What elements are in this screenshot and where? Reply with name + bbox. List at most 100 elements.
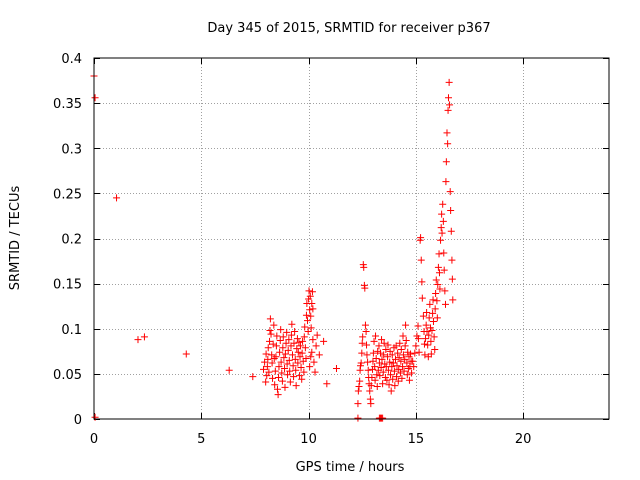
data-point — [393, 362, 401, 370]
data-point — [364, 358, 372, 366]
data-point — [439, 200, 447, 208]
data-point — [444, 94, 452, 102]
data-point — [306, 306, 314, 314]
data-point — [434, 281, 442, 289]
data-point — [302, 355, 310, 363]
data-point — [291, 355, 299, 363]
data-point — [385, 381, 393, 389]
data-point — [296, 342, 304, 350]
data-point — [432, 276, 440, 284]
data-point — [399, 351, 407, 359]
grid-lines — [94, 58, 609, 419]
data-point — [307, 312, 315, 320]
data-point — [283, 360, 291, 368]
data-point — [386, 347, 394, 355]
y-tick-label: 0.35 — [53, 97, 82, 112]
data-point — [370, 337, 378, 345]
data-point — [417, 234, 425, 242]
data-point — [263, 372, 271, 380]
data-point — [389, 375, 397, 383]
data-point — [362, 327, 370, 335]
data-point — [444, 106, 452, 114]
data-point — [278, 377, 286, 385]
data-point — [280, 354, 288, 362]
data-point — [266, 327, 274, 335]
data-point — [291, 327, 299, 335]
y-tick-label: 0.1 — [61, 323, 82, 338]
data-point — [394, 377, 402, 385]
data-point — [275, 363, 283, 371]
data-point — [427, 337, 435, 345]
data-point — [273, 385, 281, 393]
data-point — [268, 359, 276, 367]
data-point — [446, 101, 454, 109]
data-point — [435, 269, 443, 277]
data-point — [397, 346, 405, 354]
data-point — [281, 364, 289, 372]
data-point — [399, 332, 407, 340]
data-point — [429, 318, 437, 326]
data-point — [425, 314, 433, 322]
data-point — [388, 351, 396, 359]
data-point — [403, 371, 411, 379]
data-point — [388, 363, 396, 371]
data-point — [357, 359, 365, 367]
data-point — [308, 288, 316, 296]
data-point — [309, 336, 317, 344]
data-point — [287, 331, 295, 339]
data-point — [395, 354, 403, 362]
data-points — [90, 72, 457, 422]
data-point — [286, 367, 294, 375]
data-point — [310, 358, 318, 366]
data-point — [439, 217, 447, 225]
data-point — [435, 250, 443, 258]
data-point — [401, 342, 409, 350]
data-point — [379, 380, 387, 388]
data-point — [313, 331, 321, 339]
data-point — [367, 400, 375, 408]
data-point — [298, 349, 306, 357]
data-point — [423, 309, 431, 317]
data-point — [383, 376, 391, 384]
data-point — [279, 344, 287, 352]
data-point — [358, 339, 366, 347]
data-point — [299, 337, 307, 345]
data-point — [428, 327, 436, 335]
data-point — [436, 285, 444, 293]
data-point — [307, 353, 315, 361]
data-point — [273, 332, 281, 340]
data-point — [425, 331, 433, 339]
data-point — [262, 378, 270, 386]
x-axis-label: GPS time / hours — [296, 460, 405, 475]
data-point — [277, 326, 285, 334]
data-point — [422, 335, 430, 343]
data-point — [380, 339, 388, 347]
data-point — [403, 359, 411, 367]
data-point — [272, 342, 280, 350]
data-point — [447, 207, 455, 215]
data-point — [315, 351, 323, 359]
data-point — [301, 323, 309, 331]
data-point — [300, 333, 308, 341]
data-point — [305, 287, 313, 295]
data-point — [271, 367, 279, 375]
data-point — [440, 249, 448, 257]
data-point — [376, 372, 384, 380]
data-point — [446, 188, 454, 196]
data-point — [276, 336, 284, 344]
data-point — [290, 339, 298, 347]
data-point — [426, 300, 434, 308]
y-axis-label: SRMTID / TECUs — [8, 186, 23, 291]
data-point — [421, 351, 429, 359]
data-point — [293, 345, 301, 353]
data-point — [358, 349, 366, 357]
data-point — [396, 339, 404, 347]
x-tick-labels: 0 5 10 15 20 — [90, 432, 532, 447]
data-point — [427, 350, 435, 358]
data-point — [286, 378, 294, 386]
data-point — [91, 413, 99, 421]
data-point — [262, 350, 270, 358]
data-point — [284, 371, 292, 379]
data-point — [393, 373, 401, 381]
